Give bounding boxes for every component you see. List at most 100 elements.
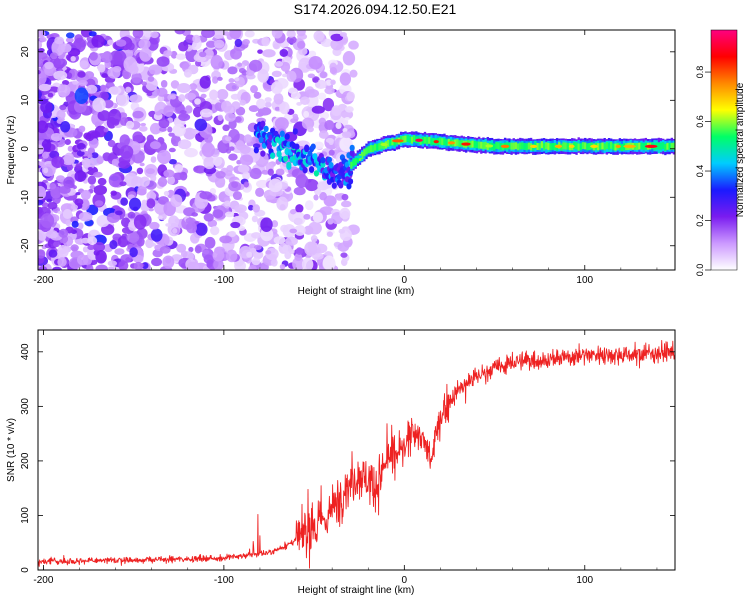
spectrogram-cell (172, 123, 186, 137)
spectrogram-cell (279, 130, 285, 137)
colorbar-tick-label: 0.8 (695, 66, 705, 79)
spectrogram-cell (47, 92, 54, 98)
spectrogram-cell (255, 112, 264, 117)
spectrogram-cell (118, 260, 129, 270)
spectrogram-cell (668, 142, 671, 150)
spectrogram-cell (432, 137, 435, 145)
spectrogram-cell (323, 195, 337, 207)
spectrogram-cell (255, 179, 270, 188)
colorbar-frame (710, 29, 738, 271)
spectrogram-cell (56, 118, 64, 124)
spectrogram-cell (260, 150, 266, 157)
spectrogram-cell (176, 83, 191, 94)
spectrogram-cell (126, 232, 140, 243)
spectrogram-cell (58, 228, 69, 238)
spectrogram-cell (374, 143, 377, 151)
spectrogram-cell (179, 109, 187, 115)
spectrogram-cell (320, 157, 326, 164)
spectrogram-cell (577, 143, 580, 151)
spectrogram-cell (318, 117, 327, 126)
spectrogram-cell (47, 201, 58, 210)
spectrogram-cell (228, 78, 235, 83)
spectrogram-cell (314, 79, 327, 90)
spectrogram-cell (214, 175, 226, 188)
spectrogram-cell (276, 196, 289, 211)
spectrogram-cell (204, 134, 213, 144)
spectrogram-cell (41, 151, 49, 159)
spectrogram-cell (86, 264, 94, 270)
spectrogram-cell (328, 161, 334, 169)
spectrogram-cell (298, 57, 312, 73)
spectrogram-cell (642, 143, 645, 151)
spectrogram-cell (638, 142, 641, 150)
colorbar-tick-label: 0.6 (695, 115, 705, 128)
spectrogram-cell (107, 260, 118, 267)
spectrogram-cell (132, 30, 144, 39)
spectrogram-cell (138, 38, 151, 50)
spectrogram-cell (146, 92, 153, 97)
snr-line (38, 339, 675, 569)
spectrogram-cell (243, 181, 250, 188)
spectrogram-cell (237, 62, 243, 67)
spectrogram-cell (92, 171, 103, 178)
spectrogram-cell (495, 141, 498, 149)
spectrogram-cell (428, 136, 431, 144)
spectrogram-cell (274, 117, 289, 131)
spectrogram-cell (163, 50, 173, 57)
spectrogram-cell (93, 184, 107, 196)
spectrogram-cell (423, 136, 427, 144)
spectrogram-cell (378, 142, 381, 150)
spectrogram-cell (183, 69, 193, 78)
spectrogram-cell (70, 204, 79, 210)
spectrogram-cell (406, 135, 409, 143)
snr-panel: -200 -100 0 100 0 100 200 300 400 Height of str… (6, 329, 676, 596)
spectrogram-cell (40, 213, 55, 229)
spectrogram-cell (250, 85, 258, 94)
spectrogram-cell (75, 192, 81, 196)
spectrogram-cell (38, 83, 51, 92)
spectrogram-cell (519, 142, 522, 150)
spectrogram-cell (280, 61, 291, 72)
spectrogram-cell (228, 230, 237, 237)
spectrogram-cell (155, 111, 162, 116)
spectrogram-cell (77, 254, 89, 266)
spectrogram-cell (107, 108, 122, 125)
spectrogram-cell (78, 79, 88, 87)
y-tick-label: 0 (20, 146, 31, 152)
spectrogram-cell (65, 219, 72, 227)
spectrogram-cell (224, 211, 235, 218)
spectrogram-cell (257, 49, 263, 54)
spectrogram-cell (219, 235, 233, 244)
spectrogram-cell (239, 145, 251, 155)
spectrogram-cell (666, 142, 669, 150)
spectrogram-cell (199, 108, 213, 118)
spectrogram-cell (160, 79, 168, 88)
spectrogram-cell (163, 190, 170, 197)
spectrogram-cell (523, 143, 526, 150)
spectrogram-cell (87, 152, 93, 159)
spectrogram-cell (296, 40, 306, 49)
spectrogram-cell (204, 236, 216, 249)
y-tick-label: 100 (20, 507, 31, 524)
spectrogram-cell (312, 78, 319, 83)
spectrogram-cell (97, 110, 111, 122)
spectrogram-cell (85, 84, 98, 94)
spectrogram-hotspot (500, 144, 510, 148)
spectrogram-cell (222, 124, 230, 132)
spectrogram-cell (53, 70, 68, 81)
spectrogram-cell (157, 196, 169, 205)
spectrogram-hotspot (615, 144, 621, 148)
spectrogram-cell (189, 83, 198, 91)
spectrogram-cell (224, 31, 230, 36)
colorbar-tick-label: 0.0 (695, 264, 705, 277)
spectrogram-cell (279, 263, 286, 270)
spectrogram-cell (95, 250, 107, 264)
spectrogram-cell (39, 161, 45, 167)
spectrogram-cell (108, 86, 122, 95)
spectrogram-cell (471, 140, 474, 148)
spectrogram-cell (156, 87, 168, 97)
spectrogram-cell (603, 143, 606, 151)
spectrogram-cell (212, 249, 225, 262)
spectrogram-cell (171, 254, 183, 262)
y-tick-label: -20 (20, 238, 31, 253)
